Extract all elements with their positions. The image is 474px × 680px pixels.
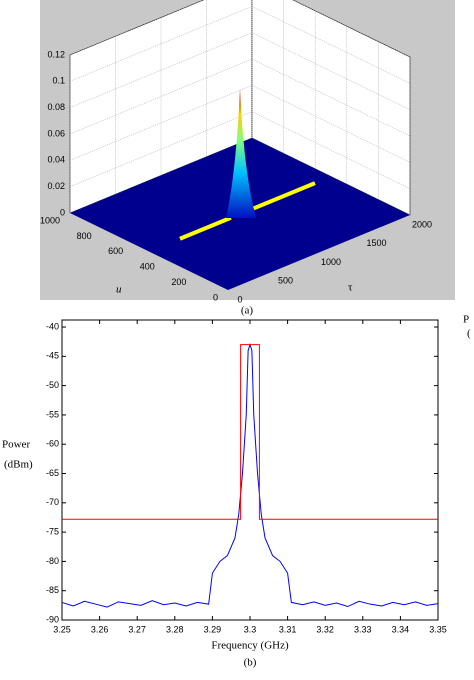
y-tick-label: -70 [46, 497, 59, 507]
grid-line [251, 32, 411, 110]
grid-line [251, 6, 411, 84]
cropped-text: ( [467, 328, 471, 340]
y-tick-label: 200 [171, 277, 186, 287]
y-axis-label: (dBm) [4, 459, 33, 471]
grid-line [69, 32, 253, 108]
y-tick-label: 600 [108, 246, 123, 256]
z-tick-label: 0.04 [47, 155, 65, 165]
grid-line [251, 58, 411, 137]
x-tick-label: 3.34 [392, 624, 410, 634]
z-tick-label: 0.12 [47, 49, 65, 59]
grid-line [251, 111, 411, 189]
x-tick-label: 3.27 [128, 624, 146, 634]
y-tick-label: -45 [46, 351, 59, 361]
z-tick-label: 0.08 [47, 102, 65, 112]
cropped-text: P [463, 314, 469, 326]
y-tick-label: -85 [46, 585, 59, 595]
marker-line [179, 215, 232, 241]
x-tick-label: 3.29 [204, 624, 222, 634]
x-tick-label: 0 [237, 294, 242, 304]
z-tick-label: 0 [60, 207, 65, 217]
x-axis-label: Frequency (GHz) [211, 640, 289, 652]
x-tick-label: 3.26 [91, 624, 109, 634]
y-tick-label: 0 [213, 292, 218, 302]
peak [226, 88, 256, 219]
series-line [62, 344, 438, 520]
plot-area [61, 319, 439, 621]
y-tick-label: 800 [77, 231, 92, 241]
y-tick-label: -60 [46, 439, 59, 449]
y-tick-label: 1000 [40, 215, 60, 225]
x-tick-label: 1500 [366, 238, 386, 248]
y-tick-label: -90 [46, 614, 59, 624]
grid-line [69, 0, 205, 56]
x-tick-label: 500 [278, 276, 293, 286]
x-tick-label: 3.28 [166, 624, 184, 634]
y-tick-label: -40 [46, 321, 59, 331]
y-axis-label: Power [2, 439, 30, 451]
z-tick-label: 0.1 [52, 76, 65, 86]
x-tick-label: 3.32 [316, 624, 334, 634]
x-tick-label: 3.31 [279, 624, 297, 634]
x-tick-label: 1000 [321, 257, 341, 267]
y-tick-label: -55 [46, 409, 59, 419]
y-tick-label: -50 [46, 380, 59, 390]
x-tick-label: 2000 [412, 219, 432, 229]
grid-line [292, 0, 411, 58]
grid-line [251, 85, 411, 163]
y-tick-label: -65 [46, 468, 59, 478]
x-tick-label: 3.33 [354, 624, 372, 634]
caption: (b) [244, 657, 257, 669]
z-tick-label: 0.06 [47, 128, 65, 138]
x-tick-label: 3.25 [53, 624, 71, 634]
z-tick-label: 0.02 [47, 181, 65, 191]
grid-line [69, 6, 253, 82]
x-axis-label: τ [348, 282, 353, 294]
x-tick-label: 3.3 [244, 624, 257, 634]
marker-line [252, 181, 316, 211]
y-axis-label: u [116, 284, 122, 296]
caption: (a) [241, 305, 254, 317]
y-tick-label: 400 [140, 262, 155, 272]
y-tick-label: -75 [46, 526, 59, 536]
x-tick-label: 3.35 [429, 624, 447, 634]
y-tick-label: -80 [46, 556, 59, 566]
